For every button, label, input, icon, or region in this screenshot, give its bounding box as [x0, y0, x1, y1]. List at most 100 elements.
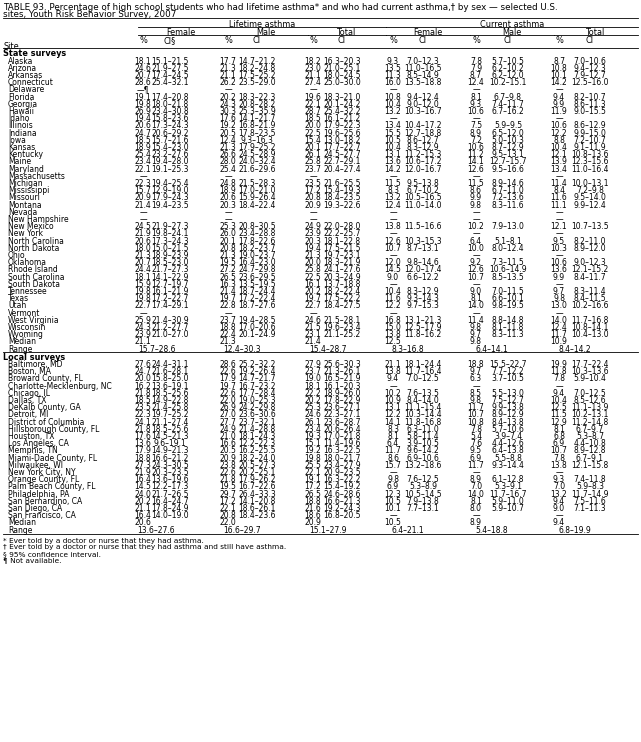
Text: 13.1: 13.1: [385, 151, 401, 160]
Text: 10.0: 10.0: [467, 244, 485, 253]
Text: 16.7–23.2: 16.7–23.2: [238, 381, 276, 391]
Text: 4.4–10.8: 4.4–10.8: [574, 439, 606, 448]
Text: 6.7–9.1: 6.7–9.1: [576, 453, 604, 463]
Text: 8.2–11.0: 8.2–11.0: [574, 237, 606, 246]
Text: 18.3–21.9: 18.3–21.9: [323, 258, 361, 267]
Text: 9.8: 9.8: [470, 396, 482, 405]
Text: 6.1–12.8: 6.1–12.8: [492, 476, 524, 485]
Text: 13.0: 13.0: [551, 301, 567, 310]
Text: 26.6: 26.6: [220, 151, 237, 160]
Text: 19.8: 19.8: [135, 100, 151, 109]
Text: 9.5: 9.5: [553, 237, 565, 246]
Text: 8.4–11.5: 8.4–11.5: [574, 295, 606, 303]
Text: 20.8–30.5: 20.8–30.5: [238, 223, 276, 232]
Text: 21.5: 21.5: [304, 323, 321, 332]
Text: 18.1: 18.1: [135, 56, 151, 66]
Text: 20.2: 20.2: [304, 287, 321, 296]
Text: 15.1: 15.1: [304, 439, 321, 448]
Text: 13.6: 13.6: [135, 439, 151, 448]
Text: 10.7: 10.7: [551, 447, 567, 456]
Text: 18.7–24.4: 18.7–24.4: [238, 287, 276, 296]
Text: 20.8: 20.8: [304, 194, 321, 203]
Text: 21.1: 21.1: [220, 71, 237, 80]
Text: 25.3–35.9: 25.3–35.9: [238, 107, 276, 116]
Text: 8.9–12.8: 8.9–12.8: [574, 447, 606, 456]
Text: 21.3: 21.3: [220, 143, 237, 152]
Text: —: —: [139, 208, 147, 217]
Text: 21.3: 21.3: [135, 251, 151, 260]
Text: 9.9: 9.9: [553, 100, 565, 109]
Text: 21.3: 21.3: [220, 64, 237, 73]
Text: 22.7–29.1: 22.7–29.1: [323, 157, 361, 166]
Text: 20.2: 20.2: [304, 396, 321, 405]
Text: —: —: [139, 172, 147, 181]
Text: 5.4–18.8: 5.4–18.8: [476, 525, 508, 535]
Text: 8.3–11.3: 8.3–11.3: [492, 330, 524, 339]
Text: 16.3–22.2: 16.3–22.2: [323, 476, 361, 485]
Text: Tennessee: Tennessee: [8, 287, 47, 296]
Text: 21.3: 21.3: [220, 338, 237, 347]
Text: 21.4–25.8: 21.4–25.8: [151, 404, 188, 413]
Text: 7.9–12.7: 7.9–12.7: [574, 71, 606, 80]
Text: 19.4: 19.4: [304, 244, 321, 253]
Text: 18.2–23.7: 18.2–23.7: [238, 244, 276, 253]
Text: 10.0–13.1: 10.0–13.1: [571, 179, 609, 188]
Text: CI: CI: [338, 36, 346, 45]
Text: 11.7: 11.7: [385, 447, 401, 456]
Text: 16.4: 16.4: [135, 511, 151, 520]
Text: 6.7–9.8: 6.7–9.8: [494, 93, 522, 102]
Text: 24.7: 24.7: [135, 367, 151, 376]
Text: —: —: [389, 229, 397, 238]
Text: 21.3–26.1: 21.3–26.1: [323, 367, 361, 376]
Text: 19.7–25.2: 19.7–25.2: [151, 410, 188, 419]
Text: 5.4: 5.4: [470, 432, 482, 441]
Text: 7.0–10.6: 7.0–10.6: [574, 56, 606, 66]
Text: 3.9–10.5: 3.9–10.5: [406, 439, 440, 448]
Text: 25.9: 25.9: [135, 316, 151, 325]
Text: 13.1: 13.1: [385, 404, 401, 413]
Text: 8.5–13.5: 8.5–13.5: [492, 273, 524, 282]
Text: 6.4–14.1: 6.4–14.1: [476, 345, 508, 354]
Text: 21.7–26.5: 21.7–26.5: [151, 490, 188, 499]
Text: 17.3–24.3: 17.3–24.3: [151, 122, 189, 131]
Text: 11.7: 11.7: [468, 461, 485, 470]
Text: 12.6: 12.6: [468, 266, 485, 275]
Text: —: —: [472, 251, 480, 260]
Text: 21.1–27.4: 21.1–27.4: [151, 418, 188, 427]
Text: 27.7: 27.7: [220, 418, 237, 427]
Text: —: —: [472, 280, 480, 289]
Text: 19.1: 19.1: [304, 476, 321, 485]
Text: 7.7–12.2: 7.7–12.2: [492, 367, 524, 376]
Text: 16.8–20.5: 16.8–20.5: [323, 511, 361, 520]
Text: 9.5–13.8: 9.5–13.8: [406, 179, 439, 188]
Text: 15.8–25.0: 15.8–25.0: [151, 375, 188, 384]
Text: —: —: [389, 280, 397, 289]
Text: Georgia: Georgia: [8, 100, 38, 109]
Text: 5.0–10.3: 5.0–10.3: [492, 136, 524, 145]
Text: 20.6: 20.6: [135, 122, 151, 131]
Text: 9.4: 9.4: [553, 519, 565, 528]
Text: 20.3: 20.3: [304, 237, 321, 246]
Text: —: —: [224, 208, 232, 217]
Text: 10.4: 10.4: [385, 100, 401, 109]
Text: 15.1–21.5: 15.1–21.5: [151, 56, 188, 66]
Text: 17.2: 17.2: [220, 497, 237, 506]
Text: 21.6–29.6: 21.6–29.6: [238, 165, 276, 174]
Text: 9.1–11.9: 9.1–11.9: [574, 143, 606, 152]
Text: 5.7–10.5: 5.7–10.5: [492, 56, 524, 66]
Text: 22.1: 22.1: [304, 100, 321, 109]
Text: 6.9: 6.9: [553, 439, 565, 448]
Text: 19.6–23.4: 19.6–23.4: [323, 323, 361, 332]
Text: 20.0: 20.0: [135, 375, 151, 384]
Text: 7.0–12.5: 7.0–12.5: [406, 375, 439, 384]
Text: 17.9–26.2: 17.9–26.2: [238, 476, 276, 485]
Text: 10.7: 10.7: [467, 410, 485, 419]
Text: 11.4: 11.4: [551, 179, 567, 188]
Text: 8.4–11.7: 8.4–11.7: [574, 273, 606, 282]
Text: 17.2: 17.2: [304, 186, 321, 195]
Text: 28.6: 28.6: [220, 360, 237, 369]
Text: 10.4–13.0: 10.4–13.0: [571, 330, 609, 339]
Text: 9.3–14.4: 9.3–14.4: [492, 461, 524, 470]
Text: 13.0–18.2: 13.0–18.2: [323, 136, 361, 145]
Text: 7.3–11.5: 7.3–11.5: [492, 258, 524, 267]
